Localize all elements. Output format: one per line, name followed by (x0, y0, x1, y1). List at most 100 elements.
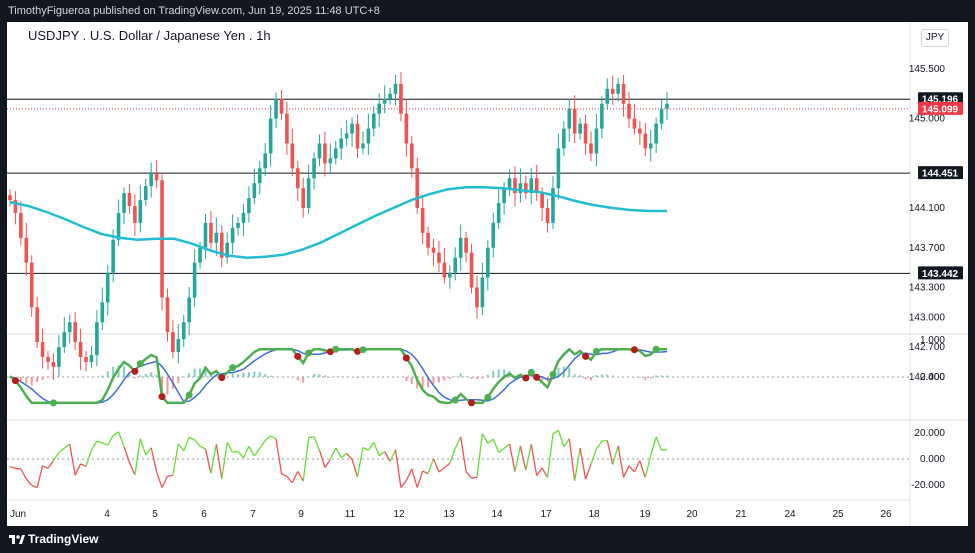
oscillator-segment (411, 468, 418, 488)
oscillator-segment (194, 439, 201, 447)
oscillator-segment (221, 442, 228, 479)
candle-body (621, 83, 626, 104)
oscillator-segment (335, 447, 342, 459)
candle-body (638, 128, 642, 134)
price-label: 143.442 (922, 269, 959, 280)
candle (247, 186, 251, 223)
oscillator-segment (42, 465, 49, 470)
candle (448, 265, 452, 289)
candle (442, 247, 447, 284)
candle (605, 78, 610, 110)
candle-body (600, 103, 604, 129)
candle-body (545, 208, 550, 223)
price-label-box (918, 166, 963, 180)
oscillator-segment (454, 436, 462, 449)
candle (257, 160, 262, 195)
publisher-bar: TimothyFigueroa published on TradingView… (0, 0, 975, 22)
oscillator-segment (117, 431, 125, 447)
chart-panel: 145.500 145.000 144.100 143.700 143.300 143.0… (7, 22, 968, 526)
price-tick-label: 144.100 (909, 203, 946, 214)
candle-body (73, 322, 77, 343)
candle-body (8, 195, 12, 201)
candle-body (464, 237, 468, 253)
candle (236, 216, 240, 236)
oscillator-segment (199, 445, 206, 450)
candle (214, 217, 219, 256)
candle-body (540, 193, 544, 209)
candle (415, 157, 420, 214)
price-label-box (918, 266, 963, 280)
candle (594, 113, 599, 167)
candle (285, 101, 289, 155)
oscillator-segment (318, 450, 326, 468)
price-tick-label: 143.300 (909, 282, 946, 293)
candle-body (610, 88, 615, 94)
macd-cross-dot (136, 360, 144, 368)
macd-cross-dot (218, 374, 226, 382)
oscillator-segment (302, 437, 310, 482)
candle (333, 140, 338, 165)
candle-body (371, 113, 376, 129)
candle (453, 247, 458, 281)
oscillator-segment (552, 429, 559, 435)
candle (127, 184, 132, 214)
oscillator-segment (74, 463, 82, 476)
candle-body (24, 237, 29, 263)
candle-body (562, 128, 566, 149)
oscillator-segment (172, 443, 179, 476)
candle (610, 75, 615, 106)
oscillator-segment (362, 447, 369, 451)
candle (51, 353, 56, 381)
oscillator-segment (340, 452, 348, 459)
candle (567, 98, 572, 142)
oscillator-tick-label: -20.000 (911, 480, 945, 491)
oscillator-segment (525, 444, 532, 471)
candle (562, 121, 566, 157)
oscillator-segment (286, 476, 293, 484)
candle (491, 212, 496, 258)
candle (410, 136, 414, 178)
currency-badge[interactable]: JPY (921, 29, 949, 47)
oscillator-segment (281, 473, 288, 478)
candle (149, 162, 153, 198)
oscillator-segment (367, 442, 375, 451)
price-tick-label: 145.000 (909, 114, 946, 125)
price-label: 145.099 (922, 104, 959, 115)
oscillator-segment (329, 447, 337, 460)
candle-body (415, 168, 420, 209)
candle (241, 204, 246, 237)
oscillator-segment (443, 462, 451, 469)
macd-cross-dot (354, 347, 362, 355)
candle (133, 194, 137, 237)
candle-body (513, 178, 517, 194)
oscillator-segment (557, 430, 565, 447)
candle (100, 287, 105, 330)
oscillator-segment (139, 438, 147, 456)
candle (143, 178, 148, 207)
oscillator-segment (291, 471, 299, 484)
time-tick-label: 21 (735, 509, 747, 520)
time-tick-label: 11 (345, 509, 356, 520)
candle (355, 114, 360, 158)
candle (371, 106, 376, 137)
time-tick-label: 26 (880, 509, 892, 520)
candle (361, 131, 365, 155)
candle-body (285, 113, 289, 144)
candle-body (138, 200, 143, 223)
candle (95, 310, 99, 367)
oscillator-segment (270, 435, 277, 440)
chart-svg[interactable]: 145.500 145.000 144.100 143.700 143.300 143.0… (7, 22, 968, 526)
candle (165, 288, 170, 342)
oscillator-segment (438, 467, 445, 473)
candle (73, 311, 77, 350)
candle (263, 142, 267, 177)
candle-body (268, 118, 273, 154)
candle (583, 114, 588, 155)
candle-body (84, 356, 88, 362)
oscillator-segment (188, 436, 195, 441)
time-tick-label: 24 (784, 509, 796, 520)
oscillator-segment (47, 460, 54, 469)
candle (290, 128, 295, 177)
candle-body (410, 143, 414, 169)
